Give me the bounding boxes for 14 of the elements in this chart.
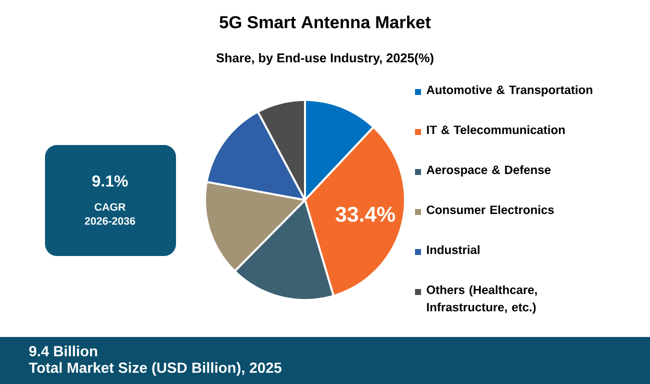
text: 9.4 Billion bbox=[29, 346, 98, 356]
legend-label: Consumer Electronics bbox=[426, 205, 554, 214]
legend-label: Aerospace & Defense bbox=[426, 165, 551, 176]
chart-subtitle: Share, by End-use Industry, 2025(%) bbox=[216, 53, 434, 65]
text: Total Market Size (USD Billion), 2025 bbox=[28, 362, 282, 376]
chart-title: 5G Smart Antenna Market bbox=[220, 16, 431, 28]
data-label: 33.4% bbox=[336, 206, 396, 222]
legend-label: Industrial bbox=[427, 245, 480, 254]
text: 2026-2036 bbox=[84, 217, 136, 225]
legend-label: Others (Healthcare, Infrastructure, etc.) bbox=[426, 285, 537, 314]
legend-label: IT & Telecommunication bbox=[427, 125, 565, 134]
legend-label: Automotive & Transportation bbox=[426, 85, 592, 96]
text: 9.1% bbox=[92, 175, 128, 187]
text: CAGR bbox=[94, 203, 126, 211]
